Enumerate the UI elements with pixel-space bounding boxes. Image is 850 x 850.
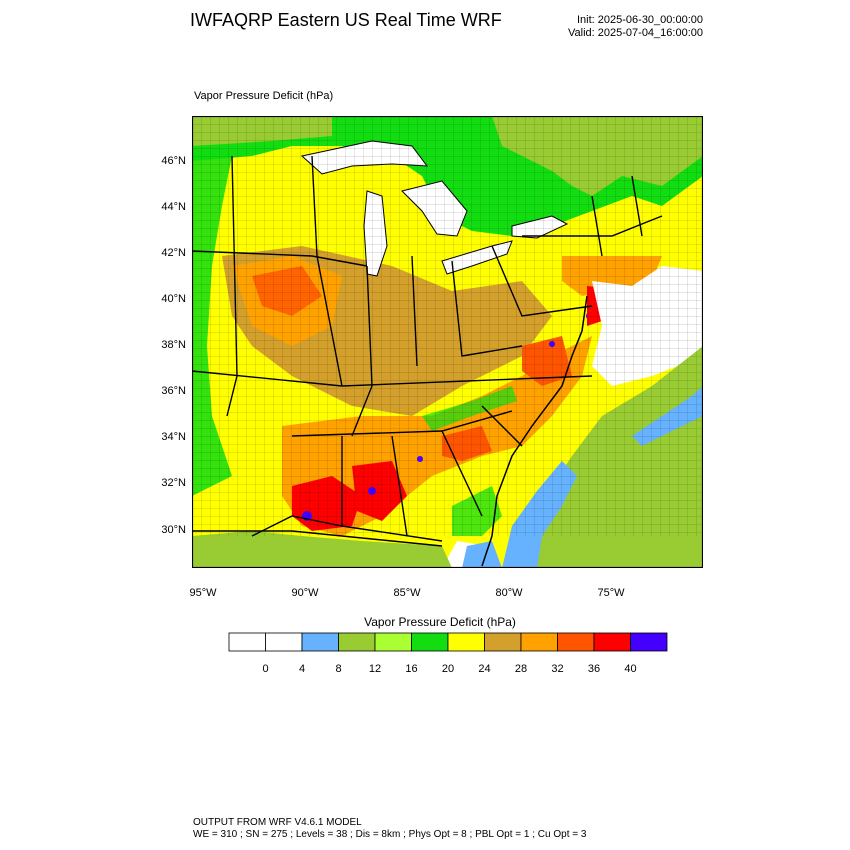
lon-label: 85°W — [393, 587, 421, 599]
legend-label: 28 — [514, 663, 528, 675]
lat-label: 36°N — [161, 385, 186, 397]
footer-model: OUTPUT FROM WRF V4.6.1 MODEL — [193, 817, 362, 828]
color-bar-cell — [228, 632, 266, 652]
valid-time: Valid: 2025-07-04_16:00:00 — [568, 27, 703, 39]
lon-label: 95°W — [189, 587, 217, 599]
legend-label: 8 — [335, 663, 342, 675]
color-bar-cell — [301, 632, 339, 652]
county-lines — [192, 116, 703, 536]
lat-label: 38°N — [161, 339, 186, 351]
lat-label: 44°N — [161, 201, 186, 213]
map-frame — [192, 116, 703, 568]
legend-label: 36 — [587, 663, 601, 675]
lon-label: 75°W — [597, 587, 625, 599]
footer-config: WE = 310 ; SN = 275 ; Levels = 38 ; Dis … — [193, 829, 587, 840]
color-bar — [228, 632, 668, 652]
field-label: Vapor Pressure Deficit (hPa) — [194, 90, 334, 102]
legend-title: Vapor Pressure Deficit (hPa) — [364, 615, 516, 629]
legend-label: 40 — [624, 663, 637, 675]
color-bar-cell — [593, 632, 631, 652]
legend-label: 0 — [262, 663, 269, 675]
legend-label: 16 — [405, 663, 418, 675]
legend-label: 24 — [478, 663, 491, 675]
color-bar-cell — [411, 632, 449, 652]
lat-label: 32°N — [161, 477, 186, 489]
color-bar-cell — [557, 632, 595, 652]
lat-label: 46°N — [161, 155, 186, 167]
legend-label: 20 — [441, 663, 455, 675]
lat-label: 30°N — [161, 524, 186, 536]
color-bar-cell — [520, 632, 558, 652]
vpd-map — [192, 116, 703, 568]
lat-label: 42°N — [161, 247, 186, 259]
color-bar-cell — [265, 632, 303, 652]
legend-label: 12 — [368, 663, 382, 675]
color-bar-cell — [338, 632, 376, 652]
init-time: Init: 2025-06-30_00:00:00 — [577, 14, 703, 26]
state-borders — [192, 155, 663, 542]
legend-label: 32 — [551, 663, 564, 675]
color-bar-cell — [484, 632, 522, 652]
lon-label: 80°W — [495, 587, 523, 599]
lat-label: 34°N — [161, 431, 186, 443]
color-bar-cell — [374, 632, 412, 652]
lon-label: 90°W — [291, 587, 319, 599]
coastline — [192, 295, 588, 567]
legend-label: 4 — [298, 663, 306, 675]
color-bar-cell — [447, 632, 485, 652]
color-bar-cell — [630, 632, 668, 652]
page-title: IWFAQRP Eastern US Real Time WRF — [190, 10, 502, 30]
gulf-green — [192, 531, 452, 568]
lat-label: 40°N — [161, 293, 186, 305]
